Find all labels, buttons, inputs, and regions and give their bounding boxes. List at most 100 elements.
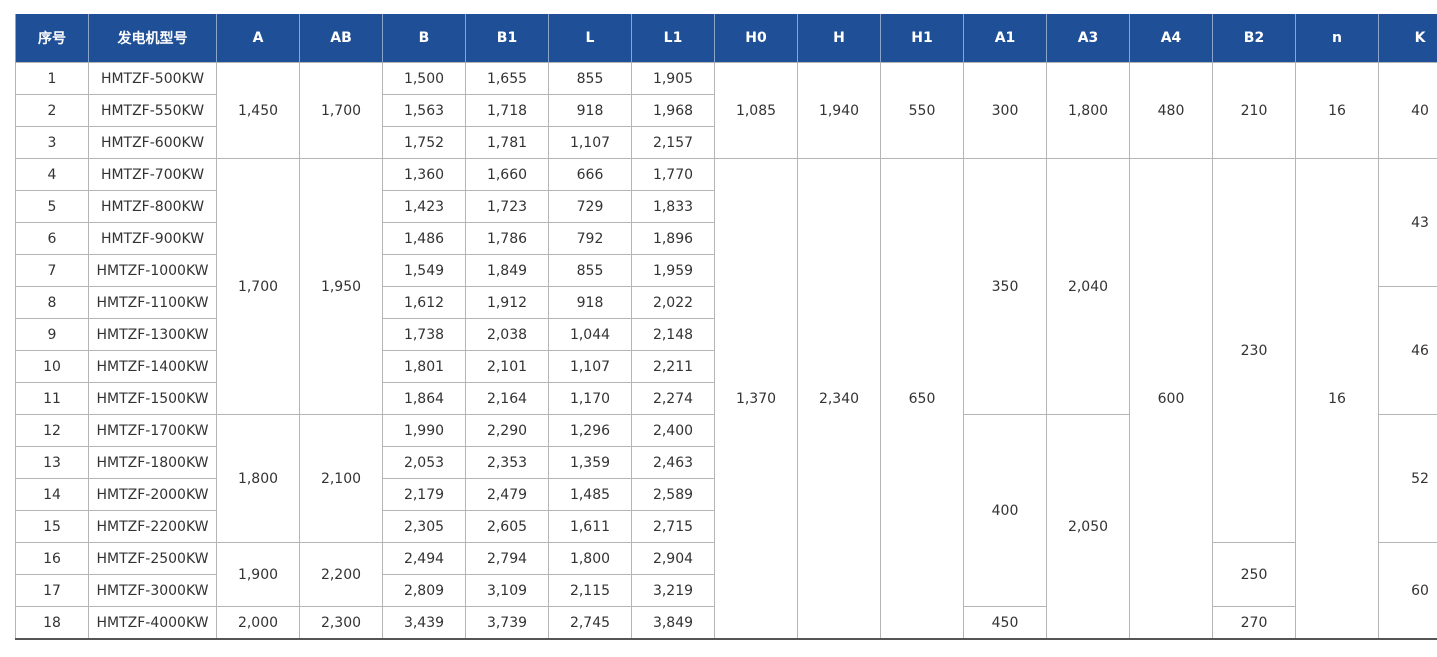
table-cell: 855 [548,62,632,95]
table-row: 7 HMTZF-1000KW 1,549 1,849 855 1,959 [15,254,1437,287]
table-cell: 1,660 [465,158,549,191]
table-cell: 1,968 [631,94,715,127]
table-cell: 2,115 [548,574,632,607]
table-cell: 400 [963,414,1047,607]
table-cell: 1,752 [382,126,466,159]
header-row: 序号 发电机型号 A AB B B1 L L1 H0 H H1 A1 A3 A4 B2 n K [15,14,1437,63]
table-cell: 2,200 [299,542,383,607]
table-cell: 1,800 [548,542,632,575]
table-cell: 2,101 [465,350,549,383]
table-cell: 1,612 [382,286,466,319]
table-cell: 1,700 [216,158,300,415]
table-cell: 3,219 [631,574,715,607]
table-cell: HMTZF-900KW [88,222,217,255]
table-cell: 2,605 [465,510,549,543]
table-cell: 666 [548,158,632,191]
table-cell: HMTZF-2000KW [88,478,217,511]
table-cell: 1,450 [216,62,300,159]
table-row: 8 HMTZF-1100KW 1,612 1,912 918 2,022 46 [15,286,1437,415]
spec-table: 序号 发电机型号 A AB B B1 L L1 H0 H H1 A1 A3 A4 B2 n K 1 HMTZF-5… [15,14,1437,640]
table-cell: 5 [15,190,89,223]
table-cell: HMTZF-1300KW [88,318,217,351]
table-cell: HMTZF-1400KW [88,350,217,383]
table-cell: 18 [15,606,89,640]
table-cell: 7 [15,254,89,287]
table-cell: 1,107 [548,126,632,159]
table-cell: 1,896 [631,222,715,255]
table-cell: 2,040 [1046,158,1130,415]
column-header: B2 [1212,14,1296,63]
table-row: 16 HMTZF-2500KW 1,900 2,200 2,494 2,794 1,800 2… [15,542,1437,640]
table-cell: 16 [1295,62,1379,159]
table-cell: HMTZF-1000KW [88,254,217,287]
table-cell: 2,290 [465,414,549,447]
table-row: 11 HMTZF-1500KW 1,864 2,164 1,170 2,274 [15,382,1437,415]
table-cell: 40 [1378,62,1437,159]
table-row: 10 HMTZF-1400KW 1,801 2,101 1,107 2,211 [15,350,1437,383]
table-cell: 1,296 [548,414,632,447]
table-cell: 1,912 [465,286,549,319]
table-cell: HMTZF-3000KW [88,574,217,607]
table-cell: 855 [548,254,632,287]
table-cell: 1,990 [382,414,466,447]
table-cell: 792 [548,222,632,255]
table-cell: 2,479 [465,478,549,511]
table-cell: 2,904 [631,542,715,575]
column-header: L1 [631,14,715,63]
table-cell: 3,849 [631,606,715,640]
table-cell: 1,700 [299,62,383,159]
table-cell: 1,950 [299,158,383,415]
table-cell: 1,360 [382,158,466,191]
table-cell: 2,715 [631,510,715,543]
table-cell: HMTZF-800KW [88,190,217,223]
table-row: 2 HMTZF-550KW 1,563 1,718 918 1,968 [15,94,1437,127]
table-cell: 1,801 [382,350,466,383]
table-cell: 2,053 [382,446,466,479]
table-cell: HMTZF-1100KW [88,286,217,319]
table-cell: HMTZF-500KW [88,62,217,95]
table-cell: 1,849 [465,254,549,287]
table-cell: 1,718 [465,94,549,127]
table-row: 4 HMTZF-700KW 1,700 1,950 1,360 1,660 666 1,770… [15,158,1437,640]
table-cell: 8 [15,286,89,319]
table-cell: 1,864 [382,382,466,415]
column-header: A1 [963,14,1047,63]
table-cell: 2,400 [631,414,715,447]
column-header: H1 [880,14,964,63]
table-cell: 1,611 [548,510,632,543]
table-cell: 2,494 [382,542,466,575]
table-cell: 3,439 [382,606,466,640]
table-cell: 300 [963,62,1047,159]
column-header: K [1378,14,1437,63]
table-cell: 2,100 [299,414,383,543]
table-cell: 2,211 [631,350,715,383]
column-header: B1 [465,14,549,63]
column-header: 序号 [15,14,89,63]
table-cell: 600 [1129,158,1213,640]
table-cell: 60 [1378,542,1437,640]
table-cell: HMTZF-1800KW [88,446,217,479]
table-cell: 480 [1129,62,1213,159]
table-cell: 14 [15,478,89,511]
table-cell: 1,800 [216,414,300,543]
table-cell: 2,157 [631,126,715,159]
table-cell: 2,050 [1046,414,1130,640]
table-cell: 1,370 [714,158,798,640]
table-cell: 2,809 [382,574,466,607]
table-cell: 729 [548,190,632,223]
column-header: A [216,14,300,63]
table-cell: 1 [15,62,89,95]
column-header: A3 [1046,14,1130,63]
table-cell: 1,107 [548,350,632,383]
table-cell: 1,738 [382,318,466,351]
table-cell: HMTZF-1700KW [88,414,217,447]
table-cell: 1,085 [714,62,798,159]
table-cell: 2,179 [382,478,466,511]
table-cell: 2,463 [631,446,715,479]
table-cell: 4 [15,158,89,191]
table-row: 14 HMTZF-2000KW 2,179 2,479 1,485 2,589 [15,478,1437,511]
table-cell: 2,274 [631,382,715,415]
table-cell: 350 [963,158,1047,415]
table-cell: 3,739 [465,606,549,640]
